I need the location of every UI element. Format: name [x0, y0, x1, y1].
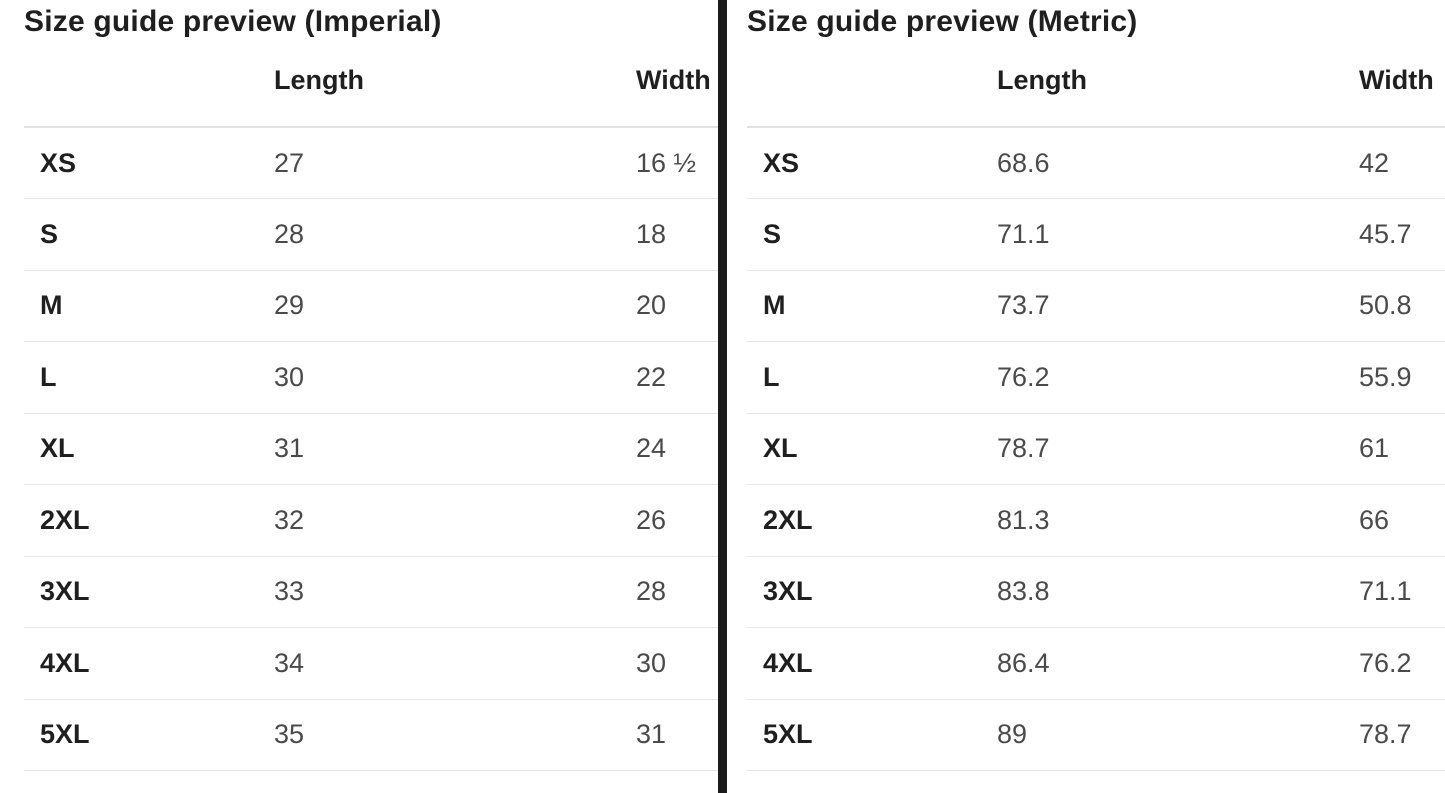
- metric-size-table: Length Width XS 68.6 42 S 71.1 45.7 M 73.7 50.8 L…: [747, 40, 1445, 771]
- width-value: 50.8: [1343, 270, 1445, 342]
- width-value: 78.7: [1343, 699, 1445, 771]
- size-guide-imperial-panel: Size guide preview (Imperial) Length Wid…: [0, 0, 718, 793]
- size-label: M: [747, 270, 981, 342]
- size-label: 3XL: [24, 556, 258, 628]
- length-column-header: Length: [981, 40, 1343, 128]
- table-header-row: Length Width: [24, 40, 718, 128]
- size-label: L: [24, 341, 258, 414]
- table-row: 5XL 35 31: [24, 699, 718, 771]
- width-value: 22: [620, 341, 718, 414]
- table-row: XS 68.6 42: [747, 127, 1445, 199]
- length-value: 76.2: [981, 341, 1343, 414]
- table-row: S 28 18: [24, 198, 718, 271]
- length-value: 71.1: [981, 198, 1343, 271]
- size-label: 3XL: [747, 556, 981, 628]
- table-row: XL 78.7 61: [747, 413, 1445, 485]
- table-header-row: Length Width: [747, 40, 1445, 128]
- metric-table-body: XS 68.6 42 S 71.1 45.7 M 73.7 50.8 L 76.2 55.9 XL 78.…: [747, 127, 1445, 771]
- length-value: 89: [981, 699, 1343, 771]
- width-value: 42: [1343, 127, 1445, 199]
- width-value: 24: [620, 413, 718, 485]
- imperial-table-body: XS 27 16 ½ S 28 18 M 29 20 L 30 22 XL 31 24 2XL 32 26 3XL 3…: [24, 127, 718, 771]
- width-value: 45.7: [1343, 198, 1445, 271]
- size-label: S: [24, 198, 258, 271]
- table-row: XL 31 24: [24, 413, 718, 485]
- size-label: S: [747, 198, 981, 271]
- length-value: 31: [258, 413, 620, 485]
- table-row: 2XL 81.3 66: [747, 484, 1445, 557]
- length-value: 73.7: [981, 270, 1343, 342]
- width-value: 55.9: [1343, 341, 1445, 414]
- length-value: 86.4: [981, 627, 1343, 700]
- size-label: XS: [747, 127, 981, 199]
- size-label: L: [747, 341, 981, 414]
- length-value: 27: [258, 127, 620, 199]
- width-value: 26: [620, 484, 718, 557]
- imperial-panel-title: Size guide preview (Imperial): [24, 5, 442, 38]
- width-value: 71.1: [1343, 556, 1445, 628]
- width-value: 18: [620, 198, 718, 271]
- table-row: 4XL 86.4 76.2: [747, 627, 1445, 700]
- width-value: 31: [620, 699, 718, 771]
- length-value: 34: [258, 627, 620, 700]
- size-label: XS: [24, 127, 258, 199]
- length-value: 81.3: [981, 484, 1343, 557]
- table-row: XS 27 16 ½: [24, 127, 718, 199]
- width-column-header: Width: [1343, 40, 1445, 128]
- size-label: XL: [24, 413, 258, 485]
- table-row: M 29 20: [24, 270, 718, 342]
- width-value: 28: [620, 556, 718, 628]
- size-label: 4XL: [747, 627, 981, 700]
- size-label: M: [24, 270, 258, 342]
- imperial-size-table: Length Width XS 27 16 ½ S 28 18 M 29 20 L 30 22 XL 31…: [24, 40, 718, 771]
- table-row: L 30 22: [24, 341, 718, 414]
- table-row: 4XL 34 30: [24, 627, 718, 700]
- length-value: 28: [258, 198, 620, 271]
- width-value: 30: [620, 627, 718, 700]
- size-guide-metric-panel: Size guide preview (Metric) Length Width…: [727, 0, 1445, 793]
- width-value: 16 ½: [620, 127, 718, 199]
- size-label: 4XL: [24, 627, 258, 700]
- size-label: 5XL: [747, 699, 981, 771]
- length-value: 78.7: [981, 413, 1343, 485]
- panel-divider: [718, 0, 727, 793]
- size-label: XL: [747, 413, 981, 485]
- table-row: S 71.1 45.7: [747, 198, 1445, 271]
- size-label: 2XL: [24, 484, 258, 557]
- length-value: 83.8: [981, 556, 1343, 628]
- width-value: 61: [1343, 413, 1445, 485]
- width-value: 76.2: [1343, 627, 1445, 700]
- width-value: 20: [620, 270, 718, 342]
- length-value: 30: [258, 341, 620, 414]
- table-row: M 73.7 50.8: [747, 270, 1445, 342]
- length-column-header: Length: [258, 40, 620, 128]
- metric-panel-title: Size guide preview (Metric): [747, 5, 1138, 38]
- size-column-header: [747, 40, 981, 128]
- size-label: 5XL: [24, 699, 258, 771]
- length-value: 33: [258, 556, 620, 628]
- table-row: L 76.2 55.9: [747, 341, 1445, 414]
- width-column-header: Width: [620, 40, 718, 128]
- table-row: 3XL 83.8 71.1: [747, 556, 1445, 628]
- table-row: 2XL 32 26: [24, 484, 718, 557]
- length-value: 68.6: [981, 127, 1343, 199]
- table-row: 5XL 89 78.7: [747, 699, 1445, 771]
- table-row: 3XL 33 28: [24, 556, 718, 628]
- size-label: 2XL: [747, 484, 981, 557]
- length-value: 29: [258, 270, 620, 342]
- size-column-header: [24, 40, 258, 128]
- length-value: 35: [258, 699, 620, 771]
- width-value: 66: [1343, 484, 1445, 557]
- length-value: 32: [258, 484, 620, 557]
